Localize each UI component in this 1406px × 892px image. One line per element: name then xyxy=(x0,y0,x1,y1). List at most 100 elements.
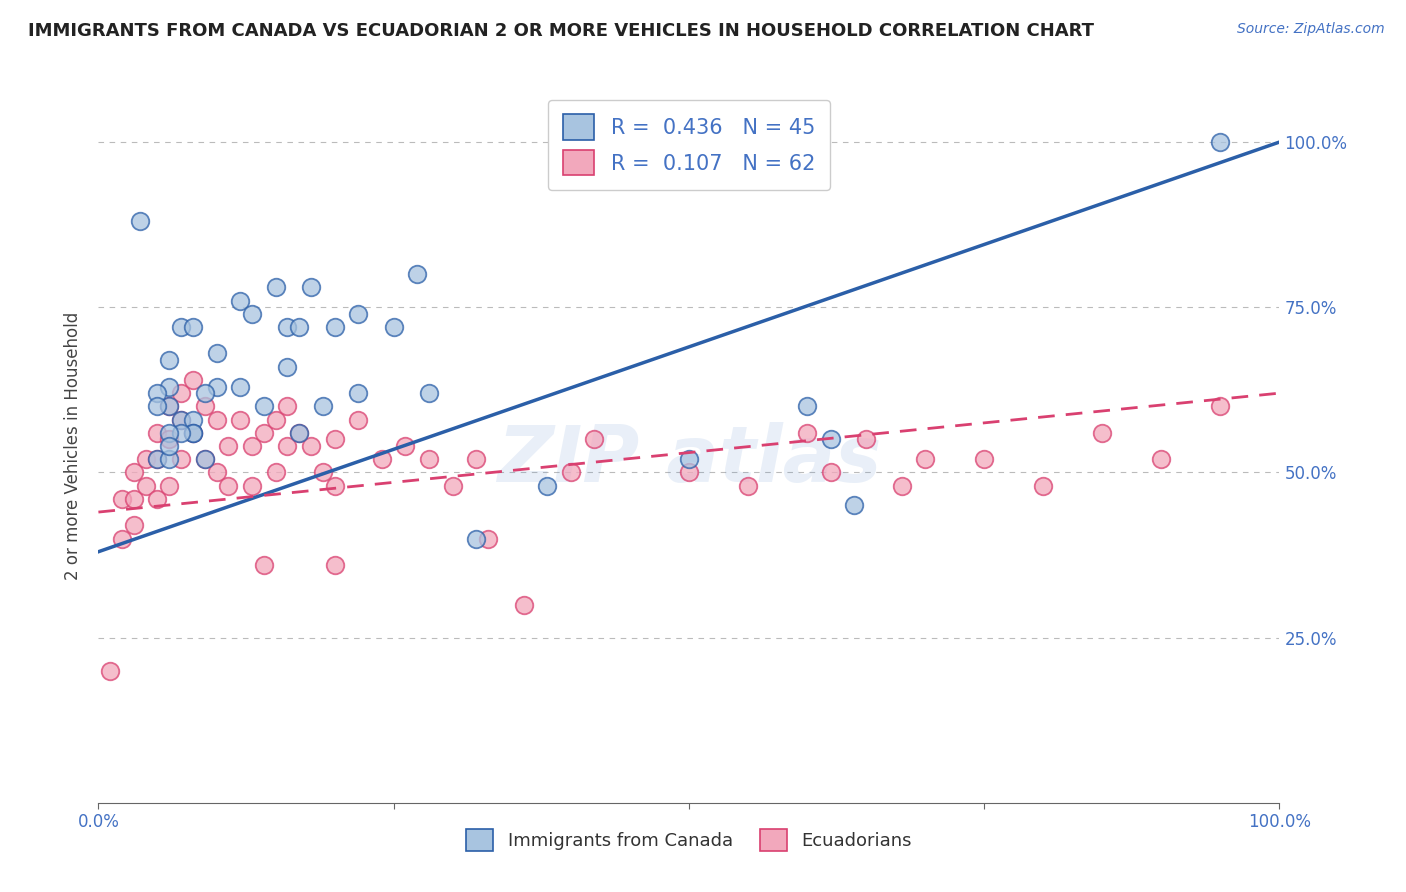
Point xyxy=(205,412,228,426)
Point xyxy=(253,558,276,572)
Point xyxy=(194,452,217,467)
Point xyxy=(181,412,204,426)
Point xyxy=(678,466,700,480)
Point xyxy=(170,425,193,440)
Point xyxy=(347,412,370,426)
Point xyxy=(1209,400,1232,414)
Point xyxy=(583,433,606,447)
Point xyxy=(205,379,228,393)
Point xyxy=(465,532,488,546)
Point xyxy=(146,491,169,506)
Point xyxy=(264,412,287,426)
Point xyxy=(157,400,180,414)
Point xyxy=(477,532,499,546)
Point xyxy=(205,466,228,480)
Point xyxy=(347,386,370,401)
Point xyxy=(229,412,252,426)
Point xyxy=(157,353,180,368)
Point xyxy=(382,320,405,334)
Point xyxy=(181,425,204,440)
Point xyxy=(240,307,263,321)
Point xyxy=(229,379,252,393)
Point xyxy=(194,452,217,467)
Point xyxy=(181,425,204,440)
Point xyxy=(973,452,995,467)
Point xyxy=(264,466,287,480)
Point xyxy=(128,214,150,228)
Point xyxy=(181,373,204,387)
Point xyxy=(312,466,335,480)
Point xyxy=(157,433,180,447)
Point xyxy=(536,478,558,492)
Point xyxy=(347,307,370,321)
Point xyxy=(194,400,217,414)
Point xyxy=(737,478,759,492)
Point xyxy=(253,400,276,414)
Point xyxy=(157,452,180,467)
Point xyxy=(240,439,263,453)
Point xyxy=(122,518,145,533)
Point xyxy=(678,452,700,467)
Point xyxy=(181,425,204,440)
Point xyxy=(323,558,346,572)
Point xyxy=(890,478,912,492)
Point xyxy=(371,452,394,467)
Point xyxy=(157,478,180,492)
Point xyxy=(288,320,311,334)
Point xyxy=(146,386,169,401)
Text: ZIP atlas: ZIP atlas xyxy=(496,422,882,499)
Point xyxy=(844,499,866,513)
Point xyxy=(288,425,311,440)
Point xyxy=(820,466,842,480)
Point xyxy=(914,452,936,467)
Point xyxy=(288,425,311,440)
Point xyxy=(170,412,193,426)
Point xyxy=(111,491,134,506)
Point xyxy=(264,280,287,294)
Point xyxy=(146,452,169,467)
Point xyxy=(135,452,157,467)
Point xyxy=(253,425,276,440)
Point xyxy=(1032,478,1054,492)
Point xyxy=(181,320,204,334)
Point xyxy=(217,478,239,492)
Point xyxy=(157,379,180,393)
Point xyxy=(323,320,346,334)
Point xyxy=(194,386,217,401)
Point xyxy=(98,664,121,678)
Point xyxy=(229,293,252,308)
Point xyxy=(170,386,193,401)
Point xyxy=(560,466,582,480)
Point xyxy=(418,452,440,467)
Point xyxy=(299,280,322,294)
Point xyxy=(170,320,193,334)
Point xyxy=(157,439,180,453)
Point xyxy=(512,598,534,612)
Point xyxy=(146,425,169,440)
Point xyxy=(418,386,440,401)
Point xyxy=(299,439,322,453)
Point xyxy=(1209,135,1232,149)
Point xyxy=(122,466,145,480)
Point xyxy=(157,425,180,440)
Text: IMMIGRANTS FROM CANADA VS ECUADORIAN 2 OR MORE VEHICLES IN HOUSEHOLD CORRELATION: IMMIGRANTS FROM CANADA VS ECUADORIAN 2 O… xyxy=(28,22,1094,40)
Point xyxy=(441,478,464,492)
Point xyxy=(157,400,180,414)
Point xyxy=(276,320,298,334)
Point xyxy=(820,433,842,447)
Point xyxy=(465,452,488,467)
Point xyxy=(170,452,193,467)
Point xyxy=(312,400,335,414)
Y-axis label: 2 or more Vehicles in Household: 2 or more Vehicles in Household xyxy=(65,312,83,580)
Point xyxy=(217,439,239,453)
Point xyxy=(111,532,134,546)
Point xyxy=(135,478,157,492)
Point xyxy=(796,425,818,440)
Point xyxy=(276,359,298,374)
Point xyxy=(1150,452,1173,467)
Text: Source: ZipAtlas.com: Source: ZipAtlas.com xyxy=(1237,22,1385,37)
Point xyxy=(855,433,877,447)
Point xyxy=(240,478,263,492)
Point xyxy=(146,452,169,467)
Point xyxy=(276,439,298,453)
